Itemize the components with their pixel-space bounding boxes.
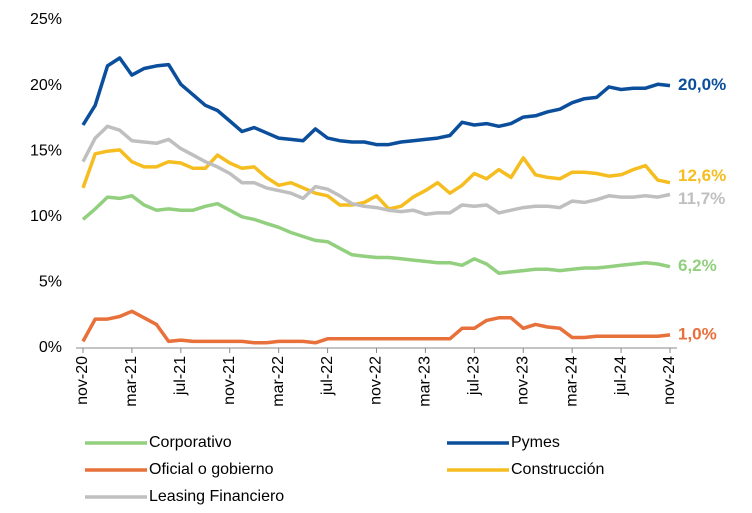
x-tick-label: mar-24: [563, 356, 580, 407]
series-line: [81, 124, 671, 216]
end-label: 6,2%: [678, 256, 717, 275]
series-line: [81, 194, 671, 275]
x-tick-label: jul-24: [612, 356, 629, 396]
legend-label: Oficial o gobierno: [149, 461, 274, 478]
y-tick-label: 25%: [30, 11, 62, 28]
x-tick-label: jul-22: [319, 356, 336, 396]
legend-label: Pymes: [511, 434, 560, 451]
y-tick-label: 15%: [30, 142, 62, 159]
end-label: 1,0%: [678, 324, 717, 343]
x-tick-label: jul-23: [466, 356, 483, 396]
x-tick-label: nov-20: [74, 356, 91, 405]
series-line: [81, 309, 671, 345]
series-line: [81, 148, 671, 211]
y-tick-label: 10%: [30, 208, 62, 225]
x-tick-label: nov-23: [514, 356, 531, 405]
end-label: 12,6%: [678, 166, 726, 185]
end-label: 11,7%: [678, 189, 725, 208]
legend-label: Leasing Financiero: [149, 488, 284, 505]
series-line: [81, 56, 671, 147]
x-tick-label: mar-23: [417, 356, 434, 407]
legend-label: Construcción: [511, 461, 604, 478]
y-tick-label: 5%: [39, 274, 62, 291]
x-tick-label: mar-22: [270, 356, 287, 407]
y-tick-label: 20%: [30, 77, 62, 94]
x-tick-label: nov-22: [368, 356, 385, 405]
legend-label: Corporativo: [149, 434, 232, 451]
x-tick-label: nov-24: [661, 356, 678, 405]
x-tick-label: nov-21: [221, 356, 238, 405]
y-tick-label: 0%: [39, 339, 62, 356]
x-tick-label: mar-21: [123, 356, 140, 407]
end-label: 20,0%: [678, 75, 726, 94]
x-tick-label: jul-21: [172, 356, 189, 396]
